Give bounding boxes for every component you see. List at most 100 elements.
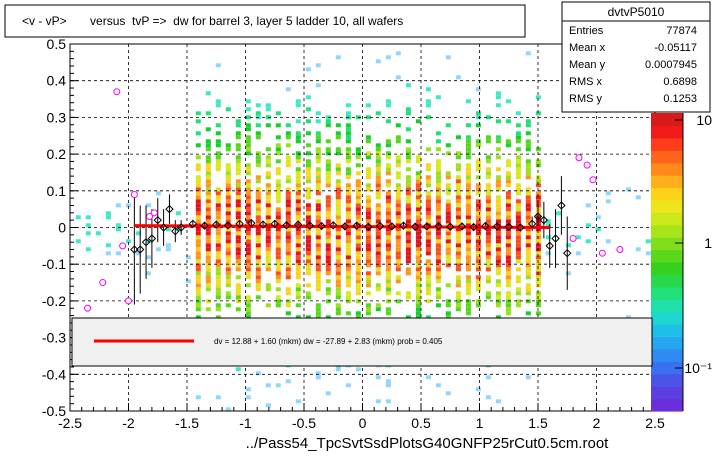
profile-marker [527, 219, 537, 229]
density-cell [275, 171, 281, 176]
density-cell [335, 235, 341, 240]
density-cell [455, 283, 461, 288]
density-cell [335, 231, 341, 236]
density-cell [225, 199, 231, 204]
density-cell [275, 159, 281, 164]
density-cell [205, 175, 211, 180]
density-cell [275, 219, 281, 224]
x-tick-label: 1.5 [528, 415, 548, 431]
density-cell [225, 231, 231, 236]
density-cell [355, 239, 361, 244]
density-cell [495, 211, 501, 216]
density-cell [375, 155, 381, 160]
density-cell [235, 243, 241, 248]
density-cell [455, 247, 461, 252]
density-cell [245, 127, 251, 132]
density-cell [365, 171, 371, 176]
density-cell [445, 283, 451, 288]
density-cell [245, 303, 251, 308]
density-cell [455, 151, 461, 156]
density-cell [405, 191, 411, 196]
density-cell [255, 123, 261, 128]
density-cell [495, 255, 501, 260]
density-cell [215, 63, 221, 68]
density-cell [395, 247, 401, 252]
y-tick-label: -0.1 [42, 256, 66, 272]
density-cell [305, 315, 311, 320]
density-cell [295, 183, 301, 188]
density-cell [265, 383, 271, 388]
density-cell [355, 231, 361, 236]
density-cell [505, 279, 511, 284]
density-cell [385, 231, 391, 236]
density-cell [515, 243, 521, 248]
outlier-marker [598, 249, 606, 257]
density-cell [315, 131, 321, 136]
density-cell [275, 147, 281, 152]
density-cell [395, 263, 401, 268]
density-cell [505, 231, 511, 236]
density-cell [235, 291, 241, 296]
density-cell [325, 271, 331, 276]
density-cell [445, 227, 451, 232]
density-cell [205, 143, 211, 148]
density-cell [465, 287, 471, 292]
profile-marker [492, 222, 502, 231]
density-cell [515, 251, 521, 256]
density-cell [385, 139, 391, 144]
density-cell [365, 155, 371, 160]
density-cell [125, 239, 131, 244]
density-cell [365, 199, 371, 204]
density-cell [265, 287, 271, 292]
density-cell [365, 183, 371, 188]
density-cell [495, 175, 501, 180]
density-cell [465, 123, 471, 128]
density-cell [195, 287, 201, 292]
density-cell [395, 195, 401, 200]
density-cell [325, 247, 331, 252]
density-cell [245, 203, 251, 208]
density-cell [195, 199, 201, 204]
density-cell [275, 207, 281, 212]
density-cell [425, 147, 431, 152]
density-cell [505, 271, 511, 276]
density-cell [405, 239, 411, 244]
density-cell [285, 259, 291, 264]
density-cell [445, 175, 451, 180]
x-tick-label: -1 [239, 415, 252, 431]
density-cell [525, 119, 531, 124]
profile-marker [147, 234, 157, 243]
outlier-marker [575, 154, 583, 162]
density-cell [315, 147, 321, 152]
density-cell [215, 271, 221, 276]
density-cell [255, 207, 261, 212]
profile-marker [533, 212, 543, 221]
density-cell [325, 315, 331, 320]
density-cell [215, 199, 221, 204]
density-cell [355, 255, 361, 260]
density-cell [525, 171, 531, 176]
density-cell [375, 227, 381, 232]
density-cell [215, 235, 221, 240]
density-cell [365, 263, 371, 268]
density-cell [205, 163, 211, 168]
density-cell [365, 135, 371, 140]
density-cell [485, 191, 491, 196]
density-cell [515, 259, 521, 264]
density-cell [215, 159, 221, 164]
density-cell [295, 275, 301, 280]
density-cell [205, 231, 211, 236]
density-cell [265, 239, 271, 244]
density-cell [515, 275, 521, 280]
density-cell [335, 279, 341, 284]
density-cell [315, 239, 321, 244]
density-cell [265, 183, 271, 188]
density-cell [365, 175, 371, 180]
density-cell [225, 303, 231, 308]
density-cell [465, 179, 471, 184]
density-cell [415, 159, 421, 164]
density-cell [325, 147, 331, 152]
density-cell [325, 231, 331, 236]
density-cell [435, 259, 441, 264]
density-cell [275, 259, 281, 264]
